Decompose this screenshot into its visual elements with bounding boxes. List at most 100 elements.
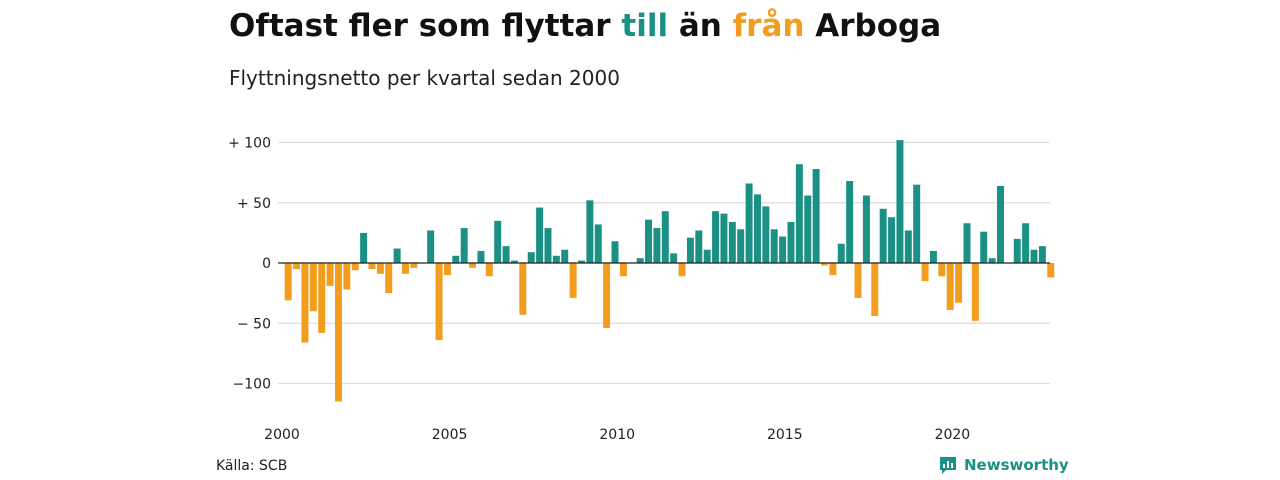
bar-2001Q1: [318, 263, 326, 333]
bar-2008Q1: [552, 255, 560, 263]
bar-2009Q2: [594, 224, 602, 263]
x-tick-label: 2015: [767, 427, 803, 443]
bar-2015Q2: [795, 164, 803, 263]
bar-2011Q4: [678, 263, 686, 277]
bar-2004Q4: [443, 263, 451, 276]
y-tick-label: + 100: [228, 136, 271, 152]
brand-name: Newsworthy: [964, 456, 1069, 474]
bar-2004Q2: [427, 230, 435, 264]
bar-2002Q3: [368, 263, 376, 270]
bar-2020Q1: [955, 263, 963, 303]
bar-2016Q2: [829, 263, 837, 276]
y-tick-label: 0: [262, 256, 271, 272]
bar-2004Q3: [435, 263, 443, 341]
bar-2015Q4: [812, 169, 820, 263]
title-part-1: Oftast fler som flyttar: [229, 8, 622, 44]
bar-2006Q2: [494, 220, 502, 263]
bar-2022Q3: [1038, 246, 1046, 263]
title-part-3: Arboga: [804, 8, 942, 44]
bar-2014Q4: [779, 236, 787, 263]
bar-2008Q3: [569, 263, 577, 298]
bar-2019Q4: [946, 263, 954, 310]
bar-2016Q4: [846, 181, 854, 263]
title-till: till: [621, 8, 669, 44]
newsworthy-logo-icon: [940, 457, 956, 474]
bar-2002Q2: [360, 232, 368, 264]
bar-2007Q2: [527, 252, 535, 264]
bar-2009Q4: [611, 241, 619, 263]
x-tick-label: 2010: [599, 427, 635, 443]
bar-2003Q3: [402, 263, 409, 274]
bar-2001Q2: [326, 263, 334, 286]
chart-subtitle: Flyttningsnetto per kvartal sedan 2000: [229, 66, 620, 90]
bar-2006Q3: [502, 246, 510, 263]
bar-2003Q1: [385, 263, 393, 294]
bar-2022Q2: [1030, 249, 1038, 264]
bar-2000Q1: [284, 263, 292, 301]
bar-2010Q1: [619, 263, 627, 277]
bar-2010Q3: [636, 258, 644, 263]
bar-2013Q4: [745, 183, 753, 263]
source-note: Källa: SCB: [216, 458, 288, 474]
y-tick-label: −100: [233, 377, 271, 393]
bar-2006Q4: [510, 260, 518, 263]
bar-2012Q1: [686, 237, 694, 263]
grid-lines: [278, 141, 1050, 385]
bar-2000Q4: [309, 263, 317, 312]
bar-2009Q1: [586, 200, 594, 263]
bar-2019Q2: [929, 250, 937, 263]
brand[interactable]: Newsworthy: [938, 455, 1069, 475]
bar-2012Q4: [712, 211, 720, 264]
bar-2002Q1: [351, 263, 359, 271]
bar-2000Q2: [293, 263, 301, 270]
title-part-2: än: [668, 8, 733, 44]
bar-2006Q1: [485, 263, 493, 277]
bar-2015Q3: [804, 195, 812, 263]
bar-2016Q3: [837, 243, 845, 263]
bar-2012Q3: [703, 249, 711, 264]
bar-2007Q1: [519, 263, 527, 315]
bar-2003Q4: [410, 263, 418, 268]
y-tick-label: + 50: [237, 196, 271, 212]
bar-2015Q1: [787, 222, 795, 263]
bar-2022Q1: [1022, 223, 1030, 264]
bar-2013Q1: [720, 213, 728, 263]
bars: [284, 140, 1055, 402]
bar-2017Q3: [871, 263, 879, 317]
bar-2013Q3: [737, 229, 745, 263]
bar-2010Q4: [645, 219, 653, 263]
bar-2002Q4: [376, 263, 384, 274]
title-fran: från: [732, 8, 805, 44]
bar-2005Q3: [469, 263, 477, 268]
bar-2018Q3: [904, 230, 912, 264]
bar-2014Q2: [762, 206, 770, 264]
bar-2012Q2: [695, 230, 703, 264]
bar-2017Q1: [854, 263, 862, 298]
bar-2011Q1: [653, 228, 661, 264]
chart-title: Oftast fler som flyttar till än från Arb…: [229, 8, 941, 44]
bar-2008Q4: [578, 260, 585, 263]
bar-2001Q3: [334, 263, 342, 402]
bar-2018Q1: [888, 217, 896, 263]
x-axis: 2000 2005 2010 2015 2020: [264, 427, 970, 443]
bar-2021Q2: [997, 185, 1004, 263]
x-tick-label: 2000: [264, 427, 300, 443]
bar-2019Q3: [938, 263, 946, 277]
bar-2005Q1: [452, 255, 460, 263]
bar-2016Q1: [821, 263, 828, 266]
bar-2019Q1: [921, 263, 929, 282]
bar-2014Q3: [770, 229, 778, 263]
bar-2021Q4: [1013, 238, 1021, 263]
bar-2011Q3: [670, 253, 678, 263]
bar-2017Q4: [879, 208, 887, 264]
bar-2009Q3: [603, 263, 611, 329]
x-tick-label: 2020: [935, 427, 971, 443]
y-axis: + 100 + 50 0 − 50 −100: [228, 136, 271, 393]
bar-2020Q3: [971, 263, 979, 321]
x-tick-label: 2005: [432, 427, 468, 443]
y-tick-label: − 50: [237, 316, 271, 332]
bar-2018Q4: [913, 184, 921, 264]
bar-2018Q2: [896, 140, 904, 263]
bar-2007Q4: [544, 228, 552, 264]
